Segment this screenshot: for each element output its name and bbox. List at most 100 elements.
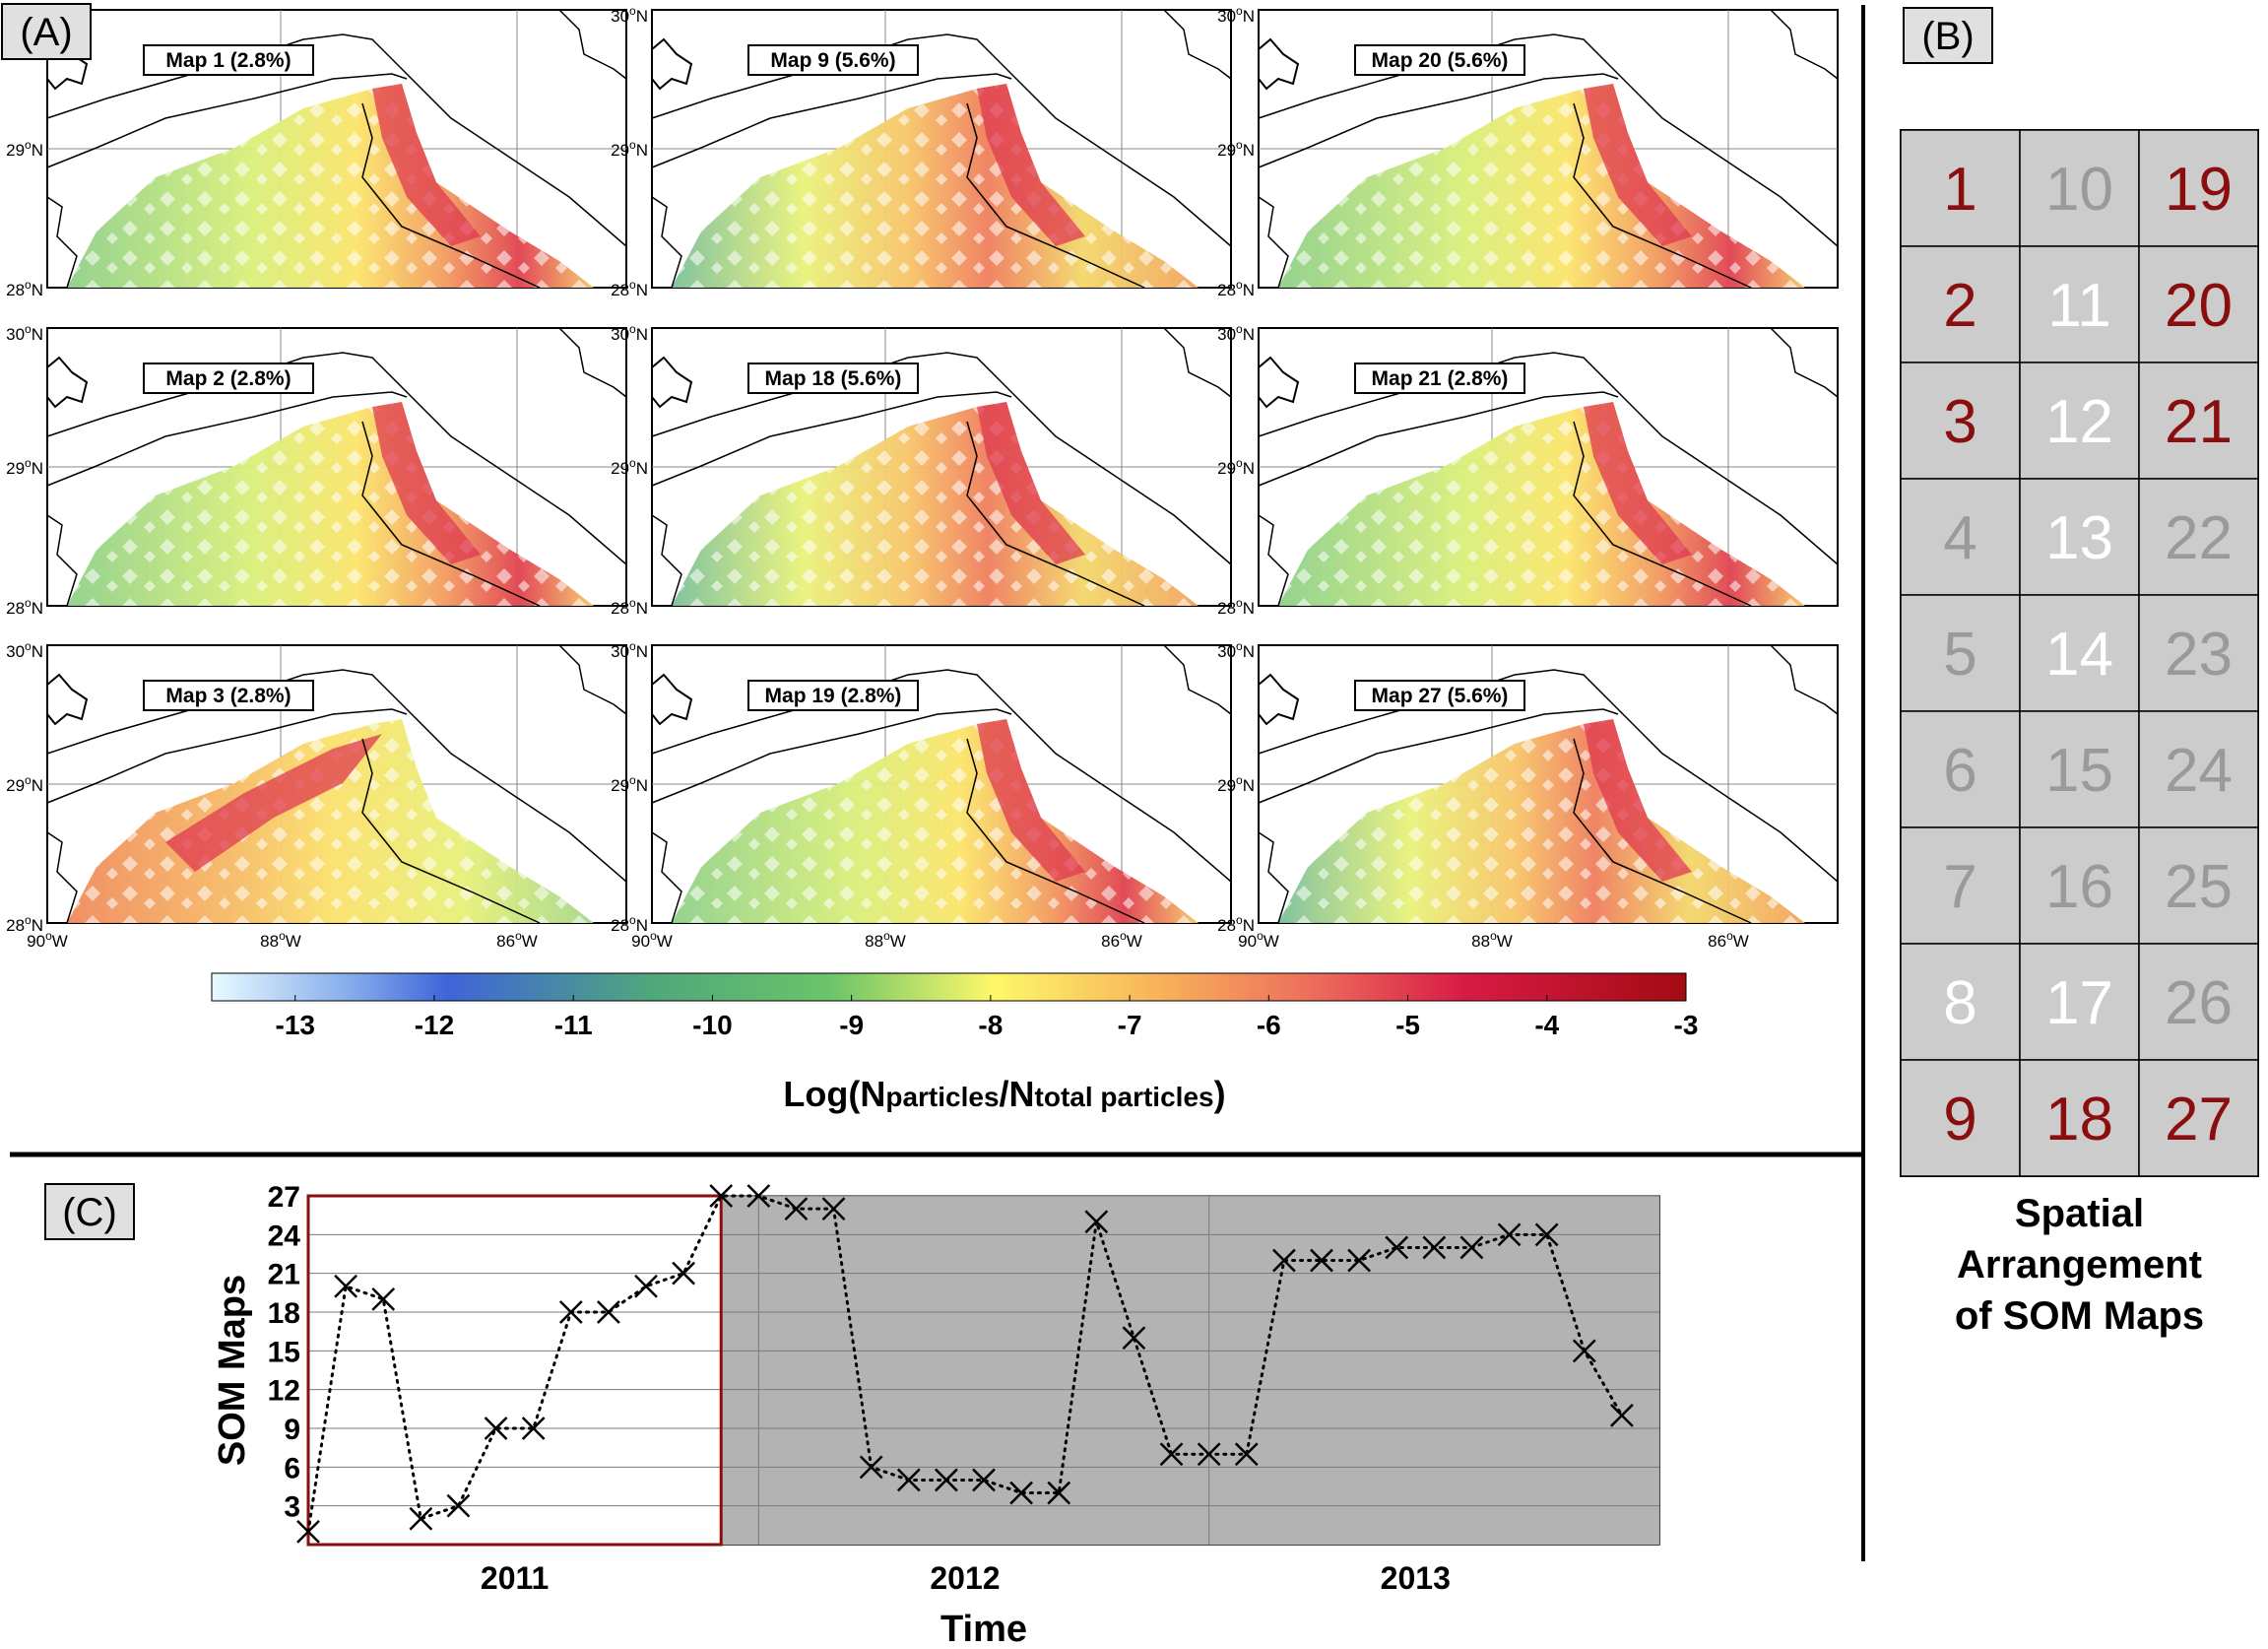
grid-cell-number: 22 xyxy=(2165,504,2233,572)
data-point xyxy=(935,1468,958,1492)
lat-label: 29oN xyxy=(6,773,43,795)
coastline-west xyxy=(1258,514,1289,607)
lon-label: 90oW xyxy=(1238,929,1279,951)
lat-label: 29oN xyxy=(611,456,648,478)
grid-cell-3: 3 xyxy=(1900,362,2021,480)
data-point-stroke xyxy=(672,1261,695,1286)
high-density-band xyxy=(165,734,382,872)
panel-label-box xyxy=(44,1183,135,1240)
grid-cell-7: 7 xyxy=(1900,826,2021,945)
map-label: Map 19 (2.8%) xyxy=(765,685,902,707)
coastline-east xyxy=(1770,327,1839,398)
data-point-stroke xyxy=(296,1520,320,1544)
grid-cell-number: 27 xyxy=(2165,1086,2233,1154)
time-series-chart: (C) 3 6 9 12 15 18 21 24 27 2011 2012 2013 Time SOM Ma… xyxy=(44,1181,1660,1649)
map-label: Map 27 (5.6%) xyxy=(1372,685,1509,707)
grid-cell-14: 14 xyxy=(2019,594,2140,712)
y-tick-label: 21 xyxy=(268,1259,300,1291)
data-point-stroke xyxy=(896,1468,921,1492)
map-label-box xyxy=(747,44,919,76)
y-tick-label: 3 xyxy=(284,1491,300,1524)
grid-cell-9: 9 xyxy=(1900,1059,2021,1177)
y-axis-title: SOM Maps xyxy=(212,1275,253,1466)
grid-cell-box xyxy=(2019,943,2140,1061)
data-point-stroke xyxy=(371,1287,396,1311)
colorbar-tick-label: -5 xyxy=(1395,1010,1420,1040)
island-cluster xyxy=(651,673,693,726)
data-point-stroke xyxy=(1497,1222,1522,1247)
data-point-stroke xyxy=(558,1300,583,1324)
island-cluster xyxy=(46,356,89,409)
lon-label: 88oW xyxy=(260,929,301,951)
data-point xyxy=(334,1274,357,1298)
lat-label: 29oN xyxy=(1217,773,1255,795)
coastline xyxy=(1258,391,1619,487)
high-density-band xyxy=(1584,402,1692,564)
lon-label: 86oW xyxy=(496,929,538,951)
data-point-stroke xyxy=(935,1468,958,1492)
grid-cell-box xyxy=(1900,1059,2021,1177)
data-point xyxy=(1385,1235,1409,1260)
shelf-contour xyxy=(651,33,1232,247)
panel-c-label: (C) xyxy=(44,1183,135,1240)
data-point-stroke xyxy=(1122,1326,1146,1351)
data-point-stroke xyxy=(1197,1442,1221,1467)
coastline xyxy=(651,391,1012,487)
grid-cell-box xyxy=(2138,245,2259,363)
coastline-west xyxy=(1258,196,1289,289)
data-point xyxy=(1310,1248,1333,1273)
y-tick-label: 24 xyxy=(268,1220,301,1252)
depth-contour xyxy=(966,421,1145,607)
data-point-stroke xyxy=(409,1506,433,1531)
grid-cell-24: 24 xyxy=(2138,710,2259,828)
x-axis-title: Time xyxy=(940,1609,1027,1649)
coastline-west xyxy=(46,514,78,607)
depth-contour xyxy=(361,738,541,924)
grid-cell-box xyxy=(2019,362,2140,480)
grid-cell-1: 1 xyxy=(1900,129,2021,247)
colorbar-gradient xyxy=(211,972,1687,1002)
data-point xyxy=(1459,1235,1484,1260)
lat-label: 30oN xyxy=(611,4,648,26)
map-panel-3: Map 3 (2.8%) xyxy=(46,644,627,924)
coastline xyxy=(46,73,408,168)
grid-cell-box xyxy=(2138,478,2259,596)
lon-label: 86oW xyxy=(1708,929,1749,951)
data-point xyxy=(371,1287,396,1311)
data-point-stroke xyxy=(334,1274,357,1298)
grid-cell-2: 2 xyxy=(1900,245,2021,363)
map-panel-21: Map 21 (2.8%) xyxy=(1258,327,1839,607)
grid-cell-number: 18 xyxy=(2045,1086,2113,1154)
data-point xyxy=(558,1300,583,1324)
data-point xyxy=(972,1468,996,1492)
grid-cell-22: 22 xyxy=(2138,478,2259,596)
data-point-stroke xyxy=(784,1197,809,1220)
coastline xyxy=(46,391,408,487)
grid-cell-number: 26 xyxy=(2165,969,2233,1037)
grid-caption-line: Spatial xyxy=(2015,1192,2144,1235)
depth-contour xyxy=(966,738,1145,924)
map-label: Map 1 (2.8%) xyxy=(165,49,291,72)
grid-cell-number: 6 xyxy=(1943,737,1976,805)
grid-cell-number: 3 xyxy=(1943,388,1976,456)
grid-cell-8: 8 xyxy=(1900,943,2021,1061)
data-point-stroke xyxy=(746,1184,771,1208)
data-point xyxy=(672,1261,695,1286)
panel-label-box xyxy=(1,3,92,60)
grid-cell-box xyxy=(1900,826,2021,945)
map-label: Map 9 (5.6%) xyxy=(770,49,895,72)
grid-cell-number: 8 xyxy=(1943,969,1976,1037)
lat-label: 30oN xyxy=(1217,322,1255,344)
data-point xyxy=(859,1455,883,1480)
lat-label: 28oN xyxy=(6,278,43,299)
coastline-east xyxy=(1163,644,1232,715)
coastline-west xyxy=(651,196,682,289)
map-panel-19: Map 19 (2.8%) xyxy=(651,644,1232,924)
grid-cell-box xyxy=(2138,1059,2259,1177)
data-point-stroke xyxy=(1047,1481,1071,1505)
data-point-stroke xyxy=(1534,1222,1559,1247)
data-point-stroke xyxy=(521,1417,546,1440)
grid-cell-number: 25 xyxy=(2165,853,2233,921)
depth-contour xyxy=(1573,102,1752,289)
data-point-stroke xyxy=(484,1417,508,1440)
